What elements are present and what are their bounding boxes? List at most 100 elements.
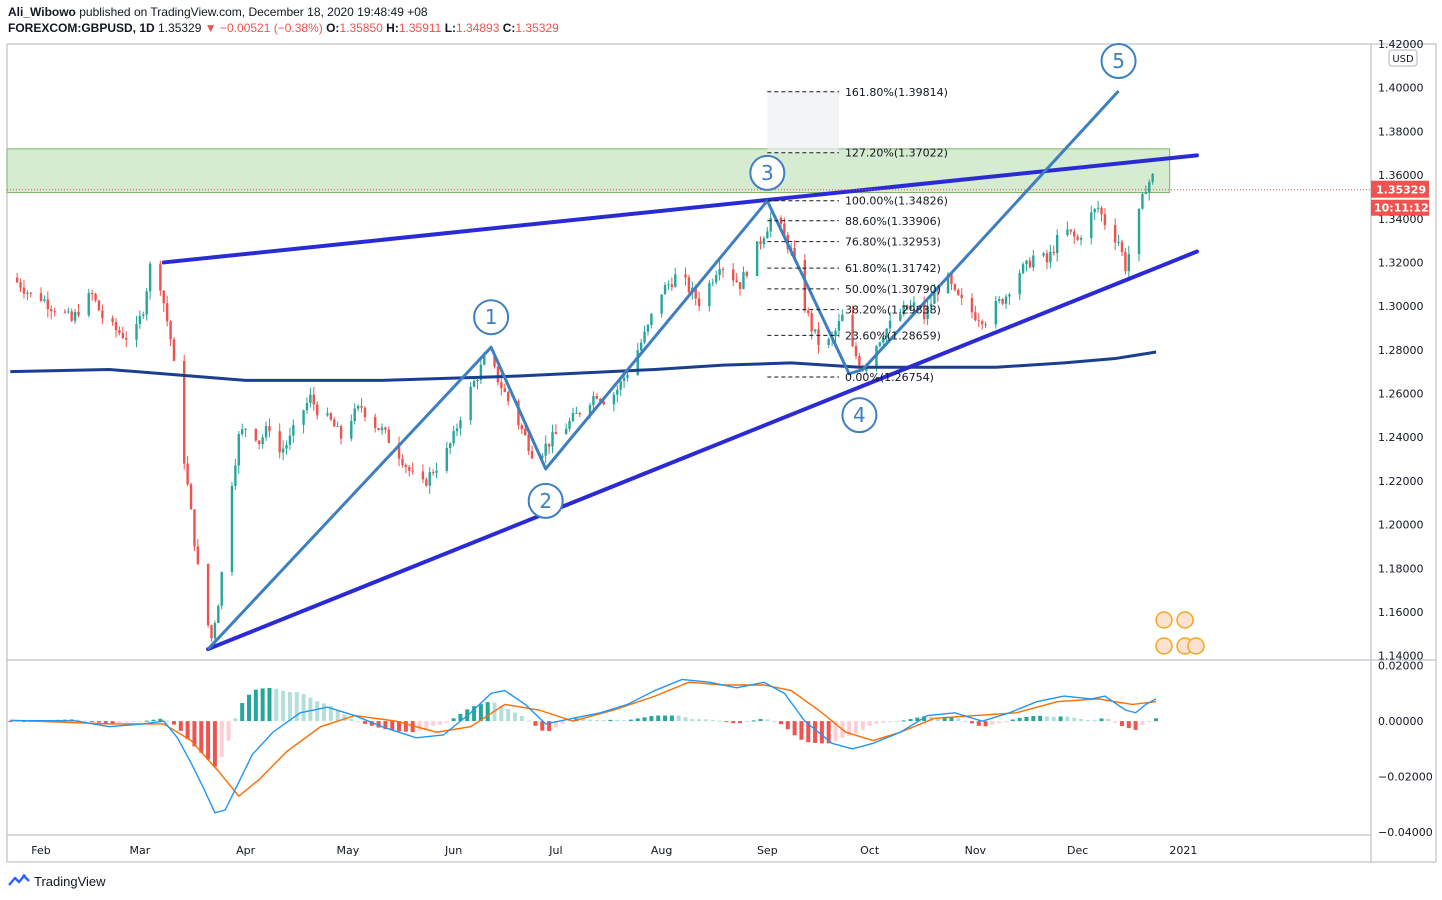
candle-body[interactable] — [1137, 208, 1141, 255]
candle-body[interactable] — [950, 274, 953, 285]
candle-body[interactable] — [101, 310, 104, 319]
candle-body[interactable] — [404, 465, 408, 467]
candle-body[interactable] — [575, 412, 578, 414]
candle-body[interactable] — [953, 284, 957, 290]
supply-zone[interactable] — [6, 148, 1171, 194]
candle-body[interactable] — [97, 300, 101, 311]
candle-body[interactable] — [762, 238, 766, 245]
candle-body[interactable] — [254, 428, 258, 441]
candle-body[interactable] — [1127, 254, 1130, 272]
candle-body[interactable] — [377, 428, 380, 430]
candle-body[interactable] — [1103, 214, 1107, 226]
candle-body[interactable] — [578, 412, 581, 415]
candle-body[interactable] — [503, 388, 506, 393]
candle-body[interactable] — [732, 269, 735, 281]
candle-body[interactable] — [813, 329, 817, 332]
candle-body[interactable] — [339, 426, 343, 439]
candle-body[interactable] — [193, 509, 196, 547]
channel-lower-line[interactable] — [206, 249, 1199, 652]
candle-body[interactable] — [994, 300, 997, 325]
candle-body[interactable] — [309, 394, 312, 403]
candle-body[interactable] — [356, 405, 360, 409]
candle-body[interactable] — [312, 394, 315, 405]
candle-body[interactable] — [240, 429, 244, 435]
candle-body[interactable] — [957, 289, 960, 295]
candle-body[interactable] — [77, 312, 80, 316]
candle-body[interactable] — [622, 377, 626, 382]
wave-label-circle[interactable] — [749, 154, 786, 191]
candle-body[interactable] — [493, 355, 496, 367]
candle-body[interactable] — [118, 330, 121, 333]
candle-body[interactable] — [551, 432, 554, 447]
candle-body[interactable] — [1096, 207, 1100, 209]
moving-average-line[interactable] — [10, 350, 1157, 382]
economic-event-badges[interactable] — [1155, 611, 1205, 655]
candle-body[interactable] — [26, 292, 29, 294]
candle-body[interactable] — [595, 395, 599, 399]
candle-body[interactable] — [933, 292, 936, 304]
candle-body[interactable] — [425, 479, 428, 486]
candle-body[interactable] — [602, 401, 605, 405]
candle-body[interactable] — [483, 355, 486, 365]
candle-body[interactable] — [87, 293, 90, 316]
candle-body[interactable] — [220, 572, 223, 606]
candle-body[interactable] — [230, 486, 234, 573]
candle-body[interactable] — [506, 392, 510, 402]
candle-body[interactable] — [449, 443, 452, 448]
candle-body[interactable] — [810, 313, 813, 332]
candle-body[interactable] — [387, 429, 391, 444]
candle-body[interactable] — [1052, 251, 1055, 254]
candle-body[interactable] — [111, 318, 114, 323]
candle-body[interactable] — [520, 425, 524, 430]
candle-body[interactable] — [258, 440, 261, 445]
candle-body[interactable] — [431, 472, 435, 474]
candle-body[interactable] — [360, 405, 363, 408]
candle-body[interactable] — [530, 451, 534, 459]
wave-label-circle[interactable] — [527, 482, 564, 519]
candle-body[interactable] — [1008, 294, 1011, 297]
candle-body[interactable] — [261, 437, 264, 445]
candle-body[interactable] — [684, 274, 687, 278]
candle-body[interactable] — [165, 303, 169, 322]
candle-body[interactable] — [527, 435, 530, 452]
candle-body[interactable] — [663, 284, 667, 295]
candle-body[interactable] — [1018, 273, 1021, 295]
candle-body[interactable] — [687, 277, 691, 293]
candle-body[interactable] — [445, 447, 448, 471]
candle-body[interactable] — [626, 374, 629, 378]
candle-body[interactable] — [1045, 253, 1049, 263]
candle-body[interactable] — [616, 389, 619, 395]
candle-body[interactable] — [1124, 252, 1127, 272]
candle-body[interactable] — [1021, 264, 1025, 274]
candle-body[interactable] — [288, 435, 292, 445]
candle-body[interactable] — [697, 298, 701, 307]
candle-body[interactable] — [50, 309, 53, 312]
candle-body[interactable] — [878, 342, 882, 347]
candle-body[interactable] — [905, 305, 909, 310]
candle-body[interactable] — [588, 405, 592, 415]
candle-body[interactable] — [834, 330, 837, 337]
candle-body[interactable] — [639, 342, 643, 351]
candle-body[interactable] — [1090, 212, 1093, 239]
candle-body[interactable] — [316, 404, 319, 416]
candle-body[interactable] — [148, 263, 152, 292]
candle-body[interactable] — [745, 272, 749, 277]
candle-body[interactable] — [46, 299, 50, 310]
candle-body[interactable] — [472, 381, 476, 387]
candle-body[interactable] — [592, 395, 595, 406]
candle-body[interactable] — [1073, 231, 1076, 237]
candle-body[interactable] — [974, 312, 977, 321]
candle-body[interactable] — [421, 471, 425, 480]
candle-body[interactable] — [851, 314, 854, 347]
candle-body[interactable] — [636, 350, 639, 375]
wave-label-circle[interactable] — [1100, 42, 1137, 79]
candle-body[interactable] — [899, 314, 902, 321]
candle-body[interactable] — [783, 223, 786, 235]
candle-body[interactable] — [29, 292, 32, 294]
candle-body[interactable] — [619, 381, 622, 390]
candle-body[interactable] — [779, 217, 783, 224]
candle-body[interactable] — [183, 361, 186, 464]
candle-body[interactable] — [721, 268, 725, 270]
candle-body[interactable] — [769, 217, 772, 232]
event-badge-flag-icon[interactable] — [1187, 637, 1205, 655]
